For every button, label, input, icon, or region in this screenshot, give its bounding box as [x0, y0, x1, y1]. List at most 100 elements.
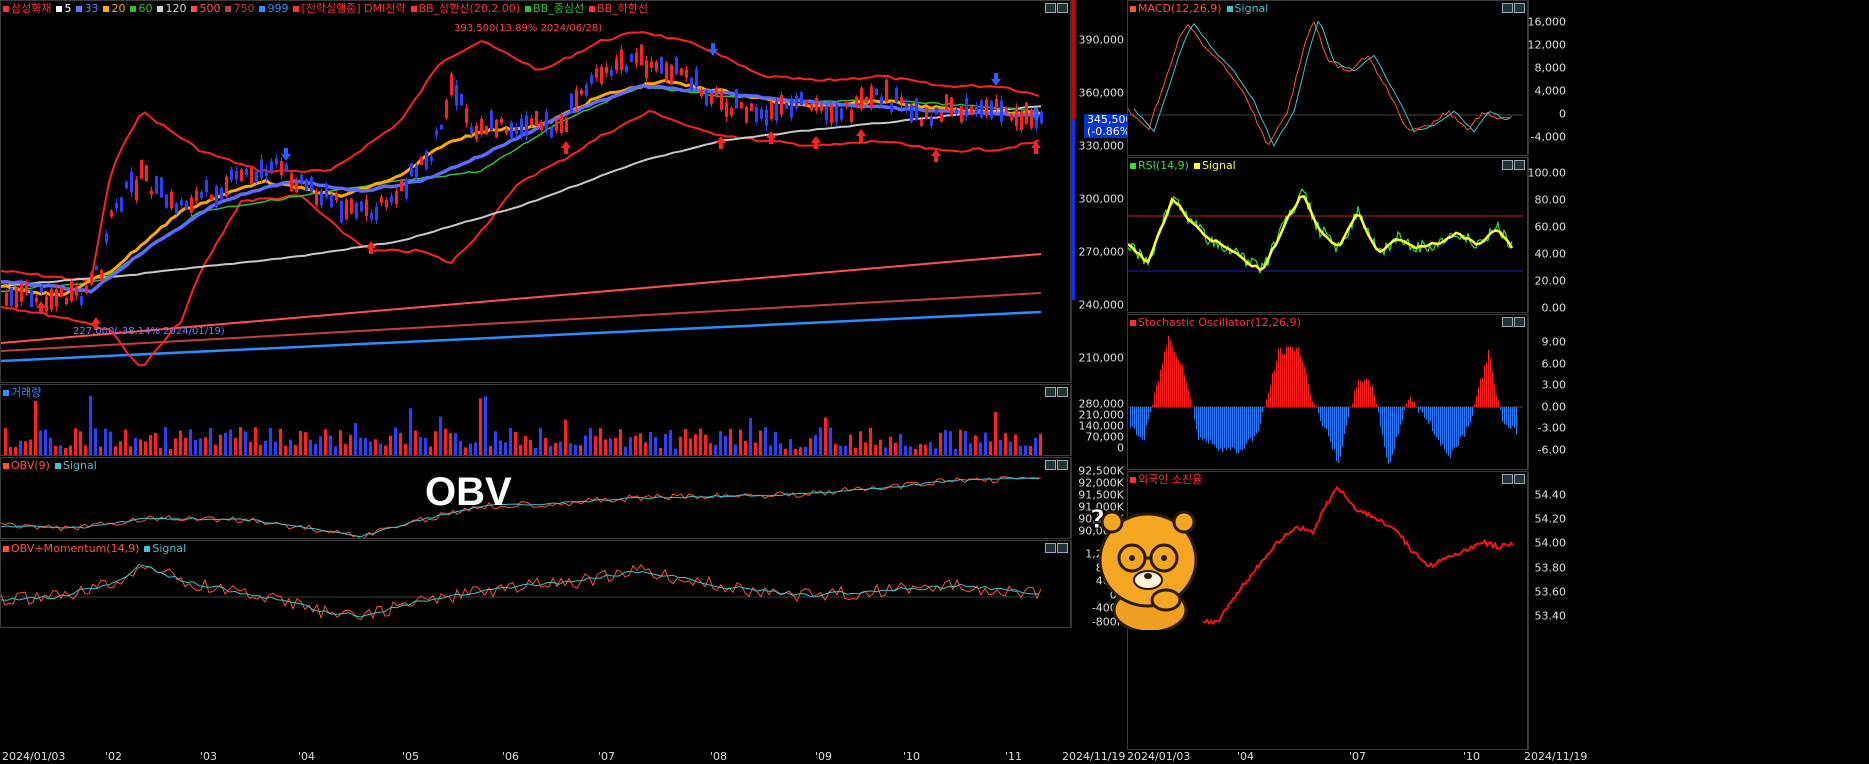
- price-chart-panel[interactable]: 삼성화재 5 33 20 60 120 500 750 999 [전략실행중] DMI전략 BB_상…: [0, 0, 1071, 383]
- histogram-bar: [1426, 407, 1428, 420]
- volume-bar: [469, 443, 472, 455]
- legend-item[interactable]: Stochastic Oscillator(12,26,9): [1130, 316, 1301, 329]
- legend-item[interactable]: 외국인 소진율: [1130, 473, 1202, 486]
- candle-body: [635, 52, 638, 64]
- obv-panel[interactable]: OBV(9) Signal: [0, 457, 1071, 539]
- histogram-bar: [1480, 378, 1482, 407]
- histogram-bar: [1374, 394, 1376, 407]
- volume-bar: [314, 444, 317, 455]
- panel-buttons[interactable]: [1045, 543, 1068, 553]
- legend-item[interactable]: OBV+Momentum(14,9): [3, 542, 139, 555]
- price-plot[interactable]: [1, 1, 1071, 383]
- minimize-icon[interactable]: [1502, 317, 1513, 327]
- rsi-panel[interactable]: RSI(14,9) Signal: [1127, 157, 1528, 313]
- close-icon[interactable]: [1514, 3, 1525, 13]
- histogram-bar: [1338, 407, 1340, 463]
- candle-body: [710, 92, 713, 104]
- histogram-bar: [1370, 386, 1372, 407]
- legend-item[interactable]: [전략실행중] DMI전략: [293, 2, 406, 15]
- volume-bar: [689, 438, 692, 455]
- legend-item[interactable]: 120: [157, 2, 186, 15]
- minimize-icon[interactable]: [1502, 3, 1513, 13]
- histogram-bar: [1368, 379, 1370, 407]
- panel-buttons[interactable]: [1045, 460, 1068, 470]
- legend-swatch: [3, 463, 9, 469]
- histogram-bar: [1254, 407, 1256, 437]
- volume-panel[interactable]: 거래량: [0, 384, 1071, 456]
- legend-item[interactable]: Signal: [144, 542, 186, 555]
- legend-item[interactable]: 5: [56, 2, 71, 15]
- volume-bar: [209, 427, 212, 455]
- volume-bar: [494, 431, 497, 455]
- histogram-bar: [1258, 407, 1260, 432]
- candle-body: [970, 106, 973, 115]
- volume-bar: [104, 428, 107, 455]
- close-icon[interactable]: [1057, 3, 1068, 13]
- volume-bar: [379, 443, 382, 455]
- minimize-icon[interactable]: [1045, 460, 1056, 470]
- close-icon[interactable]: [1057, 387, 1068, 397]
- candle-body: [960, 105, 963, 123]
- panel-buttons[interactable]: [1045, 387, 1068, 397]
- x-tick-label: '07: [598, 750, 616, 763]
- volume-bar: [359, 437, 362, 455]
- close-icon[interactable]: [1057, 543, 1068, 553]
- candle-body: [670, 64, 673, 84]
- sell-signal-arrow: [708, 43, 718, 56]
- legend-item[interactable]: 500: [191, 2, 220, 15]
- panel-buttons[interactable]: [1502, 3, 1525, 13]
- legend-item[interactable]: Signal: [54, 459, 97, 472]
- legend-item[interactable]: BB_하한선: [589, 2, 648, 15]
- candle-body: [170, 191, 173, 209]
- legend-swatch: [1130, 477, 1136, 483]
- legend-item[interactable]: 60: [130, 2, 152, 15]
- histogram-bar: [1406, 403, 1408, 407]
- histogram-bar: [1288, 346, 1290, 407]
- histogram-bar: [1514, 407, 1516, 428]
- histogram-bar: [1166, 347, 1168, 407]
- legend-item[interactable]: 33: [76, 2, 98, 15]
- minimize-icon[interactable]: [1045, 543, 1056, 553]
- legend-item[interactable]: Signal: [1193, 159, 1236, 172]
- histogram-bar: [1190, 398, 1192, 407]
- candle-body: [110, 210, 113, 217]
- close-icon[interactable]: [1514, 317, 1525, 327]
- minimize-icon[interactable]: [1045, 387, 1056, 397]
- y-tick-label: 0.00: [1541, 301, 1567, 315]
- candle-body: [805, 100, 808, 106]
- candle-body: [660, 56, 663, 74]
- close-icon[interactable]: [1057, 460, 1068, 470]
- legend-item[interactable]: Signal: [1226, 2, 1268, 15]
- legend-item[interactable]: BB_상한선(20,2.00): [410, 2, 520, 15]
- panel-buttons[interactable]: [1502, 317, 1525, 327]
- macd-panel[interactable]: MACD(12,26,9) Signal: [1127, 0, 1528, 156]
- histogram-bar: [1330, 407, 1332, 443]
- legend-item[interactable]: OBV(9): [3, 459, 50, 472]
- stochastic-panel[interactable]: Stochastic Oscillator(12,26,9): [1127, 314, 1528, 470]
- x-tick-label: '02: [105, 750, 123, 763]
- panel-buttons[interactable]: [1045, 3, 1068, 13]
- volume-bar: [504, 442, 507, 455]
- y-tick-label: 140,000: [1078, 419, 1125, 433]
- legend-item[interactable]: 20: [103, 2, 125, 15]
- panel-buttons[interactable]: [1502, 160, 1525, 170]
- close-icon[interactable]: [1514, 160, 1525, 170]
- legend-item[interactable]: 삼성화재: [3, 2, 51, 15]
- candle-body: [180, 200, 183, 206]
- legend-item[interactable]: BB_중심선: [525, 2, 584, 15]
- legend-item[interactable]: 750: [225, 2, 254, 15]
- minimize-icon[interactable]: [1045, 3, 1056, 13]
- x-tick-label: 2024/01/03: [2, 750, 66, 763]
- legend-item[interactable]: MACD(12,26,9): [1130, 2, 1222, 15]
- panel-buttons[interactable]: [1502, 474, 1525, 484]
- candle-body: [650, 61, 653, 68]
- obv-momentum-panel[interactable]: OBV+Momentum(14,9) Signal: [0, 540, 1071, 628]
- legend-item[interactable]: 거래량: [3, 386, 41, 399]
- legend-item[interactable]: 999: [259, 2, 288, 15]
- legend-item[interactable]: RSI(14,9): [1130, 159, 1189, 172]
- close-icon[interactable]: [1514, 474, 1525, 484]
- minimize-icon[interactable]: [1502, 160, 1513, 170]
- candle-body: [495, 119, 498, 138]
- minimize-icon[interactable]: [1502, 474, 1513, 484]
- candle-body: [505, 128, 508, 134]
